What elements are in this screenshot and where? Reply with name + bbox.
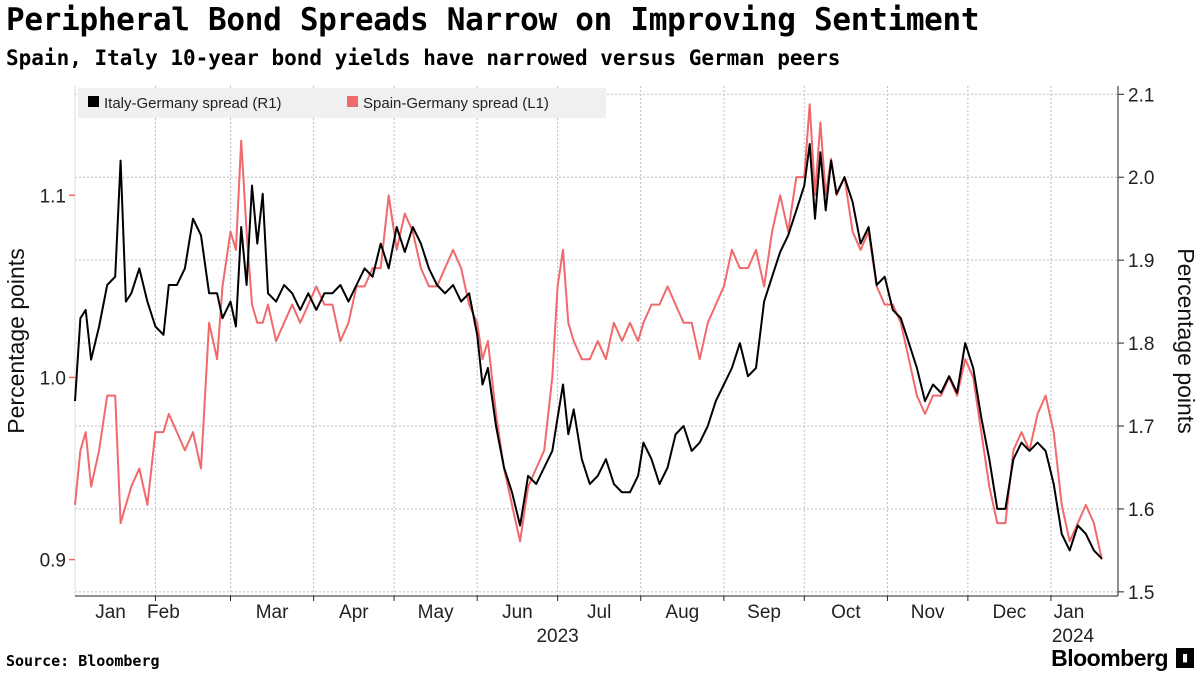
x-year-label: 2024: [1052, 626, 1095, 647]
x-tick-label: Dec: [993, 602, 1027, 623]
x-tick-label: Feb: [147, 602, 180, 623]
chart-subtitle: Spain, Italy 10-year bond yields have na…: [6, 46, 841, 70]
x-tick-label: Oct: [831, 602, 861, 623]
series-line-spain: [74, 103, 1103, 560]
series-line-italy: [74, 143, 1103, 560]
right-axis-title: Percentage points: [1173, 248, 1199, 433]
right-tick-label: 2.0: [1128, 168, 1154, 189]
x-tick-label: Aug: [665, 602, 699, 623]
legend-swatch-spain: [347, 96, 358, 107]
left-tick-label: 0.9: [40, 551, 66, 572]
legend-swatch-italy: [88, 96, 99, 107]
x-tick-label: Jan: [1054, 602, 1085, 623]
left-axis-ticks: 0.9 1.0 1.1: [40, 186, 75, 572]
right-tick-label: 1.6: [1128, 500, 1154, 521]
source-note: Source: Bloomberg: [6, 652, 160, 670]
right-tick-label: 1.9: [1128, 251, 1154, 272]
right-tick-label: 2.1: [1128, 85, 1154, 106]
right-tick-label: 1.7: [1128, 417, 1154, 438]
x-tick-label: Nov: [911, 602, 945, 623]
left-tick-label: 1.1: [40, 186, 66, 207]
terminal-icon: ▮: [1176, 648, 1194, 668]
right-tick-label: 1.5: [1128, 583, 1154, 604]
grid-lines: [75, 86, 1118, 596]
x-tick-label: Mar: [256, 602, 289, 623]
x-year-label: 2023: [536, 626, 578, 647]
axes: [74, 86, 1119, 597]
x-tick-label: Jun: [502, 602, 533, 623]
x-axis-ticks: Jan Feb Mar Apr May Jun Jul Aug Sep Oct Nov Dec Jan 2…: [95, 596, 1095, 647]
legend: Italy-Germany spread (R1) Spain-Germany …: [78, 88, 606, 118]
legend-label-italy: Italy-Germany spread (R1): [104, 95, 282, 112]
x-tick-label: Apr: [339, 602, 369, 623]
x-tick-label: May: [418, 602, 454, 623]
legend-label-spain: Spain-Germany spread (L1): [363, 95, 549, 112]
legend-background: [78, 88, 606, 118]
left-tick-label: 1.0: [40, 368, 66, 389]
x-tick-label: Sep: [747, 602, 781, 623]
x-tick-label: Jan: [95, 602, 126, 623]
x-tick-label: Jul: [587, 602, 611, 623]
right-axis-ticks: 1.5 1.6 1.7 1.8 1.9 2.0 2.1: [1118, 85, 1154, 604]
chart-title: Peripheral Bond Spreads Narrow on Improv…: [6, 2, 980, 38]
bloomberg-logo: Bloomberg: [1051, 645, 1168, 671]
left-axis-title: Percentage points: [3, 248, 29, 433]
right-tick-label: 1.8: [1128, 334, 1154, 355]
series-group: [74, 103, 1103, 560]
